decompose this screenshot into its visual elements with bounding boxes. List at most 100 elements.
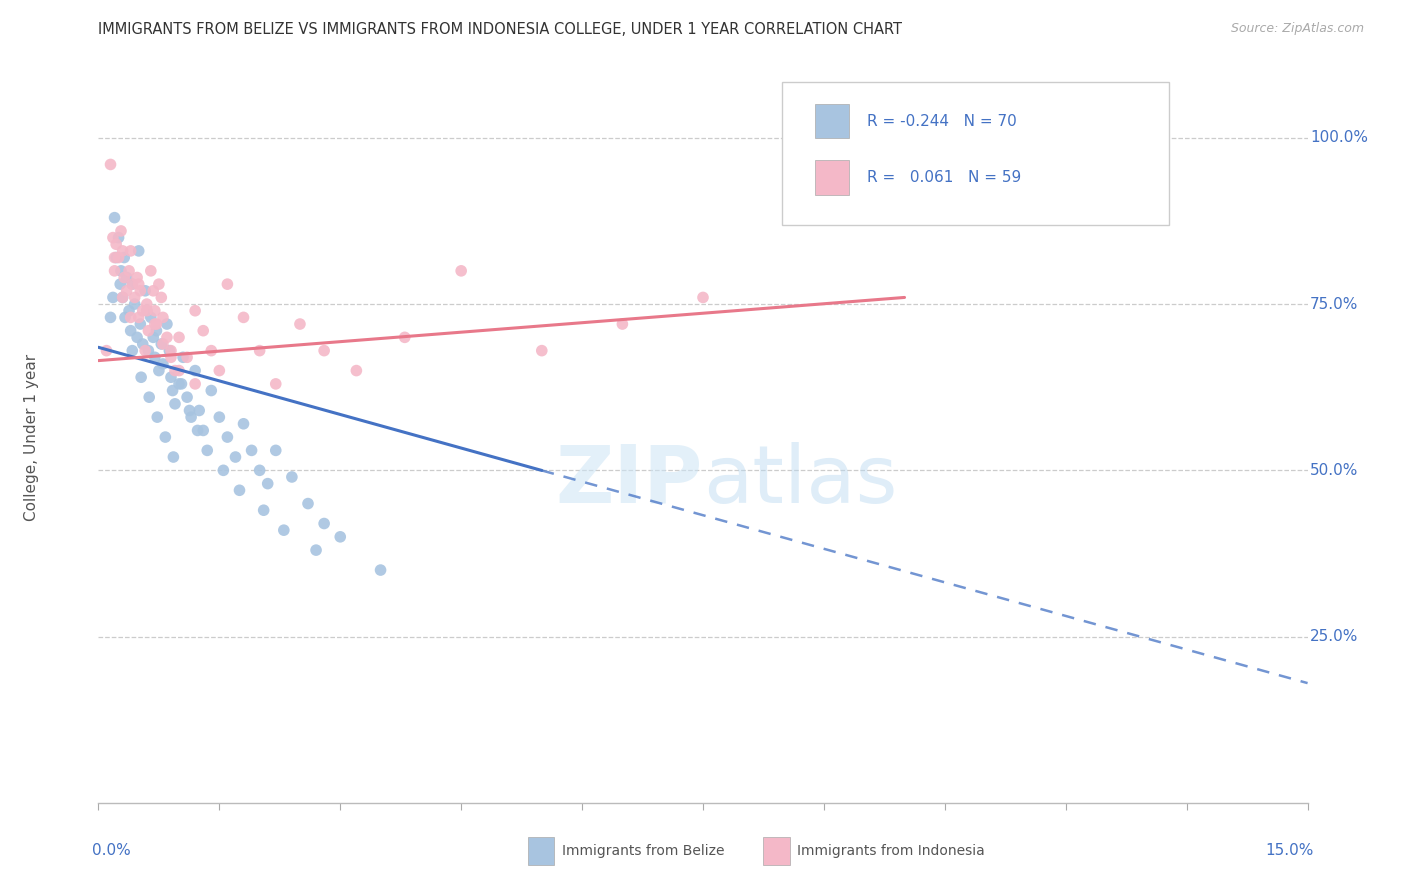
Point <box>212 463 235 477</box>
Point <box>184 363 207 377</box>
Text: Source: ZipAtlas.com: Source: ZipAtlas.com <box>1230 22 1364 36</box>
Point <box>184 376 207 391</box>
Point <box>249 343 271 358</box>
Text: R = -0.244   N = 70: R = -0.244 N = 70 <box>868 114 1017 128</box>
Point <box>256 476 278 491</box>
Point <box>612 317 634 331</box>
Point <box>143 317 166 331</box>
Point <box>156 330 179 344</box>
Point <box>217 430 239 444</box>
Point <box>110 224 132 238</box>
Point <box>103 264 125 278</box>
Point <box>138 324 160 338</box>
Point <box>162 384 184 398</box>
Point <box>152 357 174 371</box>
Point <box>129 317 152 331</box>
Point <box>170 376 193 391</box>
Point <box>314 343 336 358</box>
Point <box>115 284 138 298</box>
Text: 0.0%: 0.0% <box>93 843 131 858</box>
Point <box>127 330 149 344</box>
Point <box>100 310 122 325</box>
Point <box>224 450 246 464</box>
Text: 100.0%: 100.0% <box>1310 130 1368 145</box>
Text: ZIP: ZIP <box>555 442 703 520</box>
Point <box>139 264 162 278</box>
Point <box>132 303 155 318</box>
Text: Immigrants from Indonesia: Immigrants from Indonesia <box>797 844 986 858</box>
Point <box>134 343 156 358</box>
Point <box>193 324 215 338</box>
Point <box>124 290 146 304</box>
Point <box>179 403 201 417</box>
Text: 75.0%: 75.0% <box>1310 297 1358 311</box>
Point <box>172 351 194 365</box>
Point <box>692 290 714 304</box>
Text: IMMIGRANTS FROM BELIZE VS IMMIGRANTS FROM INDONESIA COLLEGE, UNDER 1 YEAR CORREL: IMMIGRANTS FROM BELIZE VS IMMIGRANTS FRO… <box>98 22 903 37</box>
Point <box>208 363 231 377</box>
Point <box>112 251 135 265</box>
Point <box>249 463 271 477</box>
Point <box>101 230 124 244</box>
Text: 25.0%: 25.0% <box>1310 629 1358 644</box>
Point <box>200 384 222 398</box>
Point <box>118 303 141 318</box>
Point <box>152 310 174 325</box>
Point <box>394 330 416 344</box>
Point <box>193 424 215 438</box>
Point <box>121 277 143 292</box>
Point <box>150 337 173 351</box>
Point <box>450 264 472 278</box>
Point <box>101 290 124 304</box>
Point <box>160 343 183 358</box>
Point <box>143 303 166 318</box>
Point <box>264 376 287 391</box>
Point <box>253 503 276 517</box>
Text: 15.0%: 15.0% <box>1265 843 1313 858</box>
Point <box>107 251 129 265</box>
Point <box>110 264 132 278</box>
Point <box>143 351 166 365</box>
Point <box>155 430 177 444</box>
Point <box>145 324 167 338</box>
Point <box>297 497 319 511</box>
Point <box>370 563 392 577</box>
Point <box>96 343 118 358</box>
Point <box>132 337 155 351</box>
Point <box>184 303 207 318</box>
Point <box>232 417 254 431</box>
Point <box>240 443 263 458</box>
Point <box>167 330 190 344</box>
Point <box>120 244 142 258</box>
Point <box>195 443 218 458</box>
Point <box>135 297 157 311</box>
Bar <box>815 161 849 194</box>
Text: Immigrants from Belize: Immigrants from Belize <box>561 844 724 858</box>
Point <box>142 284 165 298</box>
Point <box>105 251 128 265</box>
Text: 50.0%: 50.0% <box>1310 463 1358 478</box>
Point <box>112 270 135 285</box>
Text: R =   0.061   N = 59: R = 0.061 N = 59 <box>868 170 1022 186</box>
Point <box>128 310 150 325</box>
Point <box>135 303 157 318</box>
Point <box>273 523 295 537</box>
Point <box>145 317 167 331</box>
Point <box>115 270 138 285</box>
Point <box>118 264 141 278</box>
Point <box>129 370 152 384</box>
Point <box>288 317 311 331</box>
Point <box>329 530 352 544</box>
Point <box>167 376 190 391</box>
Point <box>138 390 160 404</box>
Point <box>157 343 180 358</box>
FancyBboxPatch shape <box>782 82 1168 225</box>
Point <box>314 516 336 531</box>
Bar <box>527 838 554 865</box>
Point <box>187 424 209 438</box>
Point <box>135 303 157 318</box>
Point <box>111 290 134 304</box>
Point <box>128 244 150 258</box>
Point <box>180 410 202 425</box>
Point <box>114 310 136 325</box>
